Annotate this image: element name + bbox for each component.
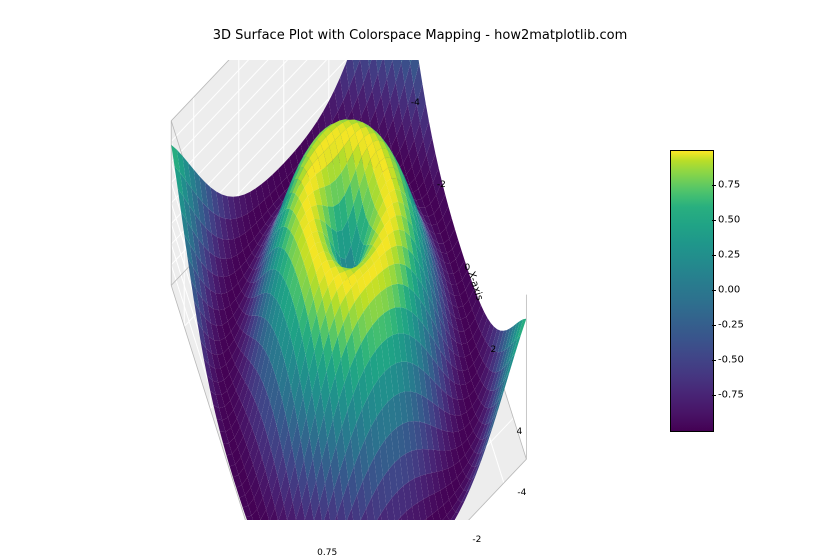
colorbar: -0.75 -0.50 -0.25 0.00 0.25 0.50 0.75	[670, 150, 780, 430]
colorbar-tick-label: 0.75	[718, 180, 740, 191]
colorbar-tick-label: 0.25	[718, 250, 740, 261]
x-tick-label: 4	[517, 427, 523, 437]
colorbar-tick-line	[712, 395, 716, 396]
y-tick-label: -4	[517, 488, 526, 498]
colorbar-tick-line	[712, 290, 716, 291]
x-tick-label: 2	[491, 345, 497, 355]
colorbar-tick-line	[712, 255, 716, 256]
surface-plot-3d	[80, 60, 640, 520]
colorbar-tick-label: -0.50	[718, 355, 744, 366]
z-tick-label: 0.75	[317, 548, 337, 558]
chart-title: 3D Surface Plot with Colorspace Mapping …	[0, 28, 840, 43]
colorbar-tick-line	[712, 325, 716, 326]
colorbar-tick-label: 0.50	[718, 215, 740, 226]
colorbar-gradient	[670, 150, 714, 432]
colorbar-tick-label: 0.00	[718, 285, 740, 296]
colorbar-tick-label: -0.75	[718, 390, 744, 401]
colorbar-tick-label: -0.25	[718, 320, 744, 331]
colorbar-tick-line	[712, 185, 716, 186]
x-tick-label: -2	[437, 180, 446, 190]
y-tick-label: -2	[472, 535, 481, 545]
colorbar-tick-line	[712, 220, 716, 221]
x-tick-label: -4	[411, 98, 420, 108]
colorbar-tick-line	[712, 360, 716, 361]
